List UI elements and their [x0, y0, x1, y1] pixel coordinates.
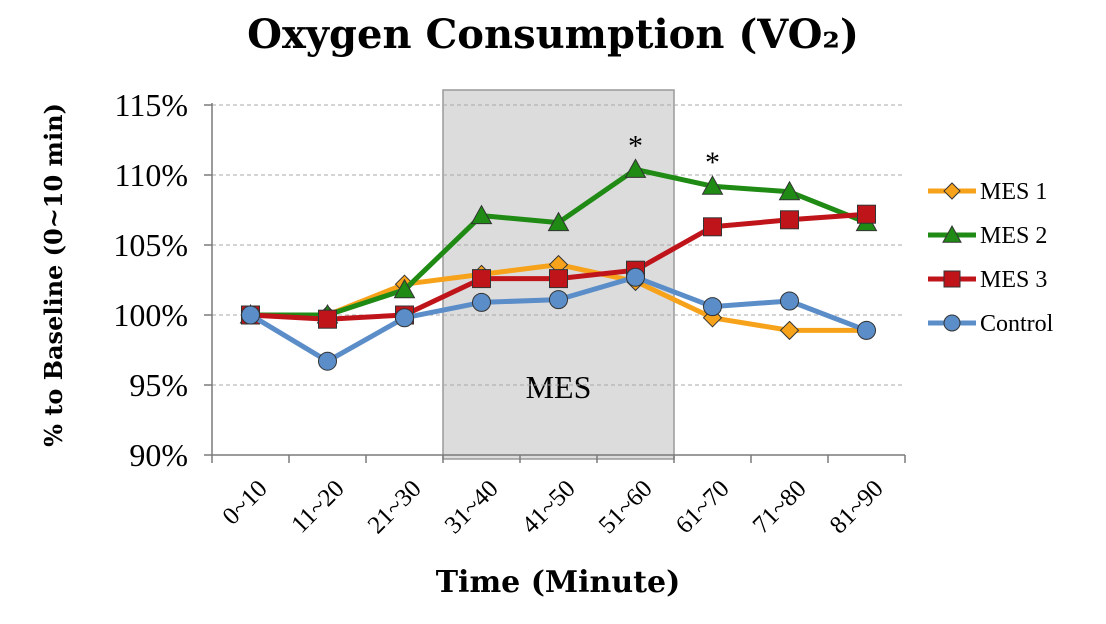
x-tick-label: 61~70 — [671, 475, 735, 539]
data-point-control — [626, 267, 645, 287]
data-point-mes-3 — [703, 217, 722, 237]
series-control — [241, 267, 876, 371]
data-point-mes-1 — [779, 320, 800, 341]
legend-item-mes-3: MES 3 — [928, 267, 1047, 293]
legend-label-mes-2: MES 2 — [980, 223, 1047, 249]
legend-marker-control — [943, 314, 961, 332]
data-point-mes-2 — [701, 175, 724, 195]
y-tick-label: 105% — [113, 227, 188, 263]
data-point-control — [318, 351, 337, 371]
x-tick-label: 0~10 — [218, 475, 273, 530]
legend: MES 1 MES 2 MES 3 Control — [928, 179, 1054, 337]
legend-marker-mes-3 — [943, 270, 961, 288]
chart-title: Oxygen Consumption (VO₂) — [247, 11, 859, 58]
data-point-control — [241, 305, 260, 325]
significance-asterisk: * — [628, 129, 643, 162]
series — [239, 158, 878, 371]
data-point-mes-3 — [318, 309, 337, 329]
data-point-control — [395, 308, 414, 328]
data-point-mes-2 — [393, 278, 416, 299]
data-point-mes-2 — [547, 211, 570, 232]
significance-asterisk: * — [705, 146, 720, 179]
data-point-control — [780, 291, 799, 311]
x-tick-label: 71~80 — [748, 475, 812, 539]
significance-markers: ** — [628, 129, 720, 179]
shaded-region-label: MES — [526, 369, 592, 405]
x-axis-title: Time (Minute) — [436, 565, 681, 600]
data-point-control — [472, 292, 491, 312]
x-tick-label: 31~40 — [440, 475, 504, 539]
data-point-mes-2 — [470, 204, 493, 225]
data-point-mes-3 — [857, 204, 876, 224]
x-tick-label: 11~20 — [286, 475, 349, 538]
data-point-mes-3 — [549, 269, 568, 289]
y-tick-label: 90% — [129, 437, 188, 473]
data-point-mes-2 — [778, 180, 801, 201]
legend-label-mes-3: MES 3 — [980, 267, 1047, 293]
legend-item-mes-2: MES 2 — [928, 223, 1047, 249]
x-tick-label: 81~90 — [825, 475, 889, 539]
y-tick-label: 115% — [115, 87, 188, 123]
legend-label-mes-1: MES 1 — [980, 179, 1047, 205]
x-tick-label: 41~50 — [517, 475, 581, 539]
legend-label-control: Control — [980, 311, 1054, 337]
x-tick-label: 21~30 — [363, 475, 427, 539]
y-tick-label: 110% — [115, 157, 188, 193]
legend-item-control: Control — [928, 311, 1054, 337]
data-point-control — [857, 320, 876, 340]
data-point-mes-2 — [624, 158, 647, 178]
data-point-mes-3 — [780, 210, 799, 230]
legend-marker-mes-2 — [942, 224, 962, 243]
y-tick-label: 95% — [129, 367, 188, 403]
legend-item-mes-1: MES 1 — [928, 179, 1047, 205]
legend-marker-mes-1 — [943, 182, 961, 200]
x-tick-label: 51~60 — [594, 475, 658, 539]
data-point-mes-3 — [472, 269, 491, 289]
data-point-control — [549, 290, 568, 310]
y-axis-title: % to Baseline (0~10 min) — [39, 103, 68, 447]
y-tick-label: 100% — [113, 297, 188, 333]
data-point-control — [703, 297, 722, 317]
